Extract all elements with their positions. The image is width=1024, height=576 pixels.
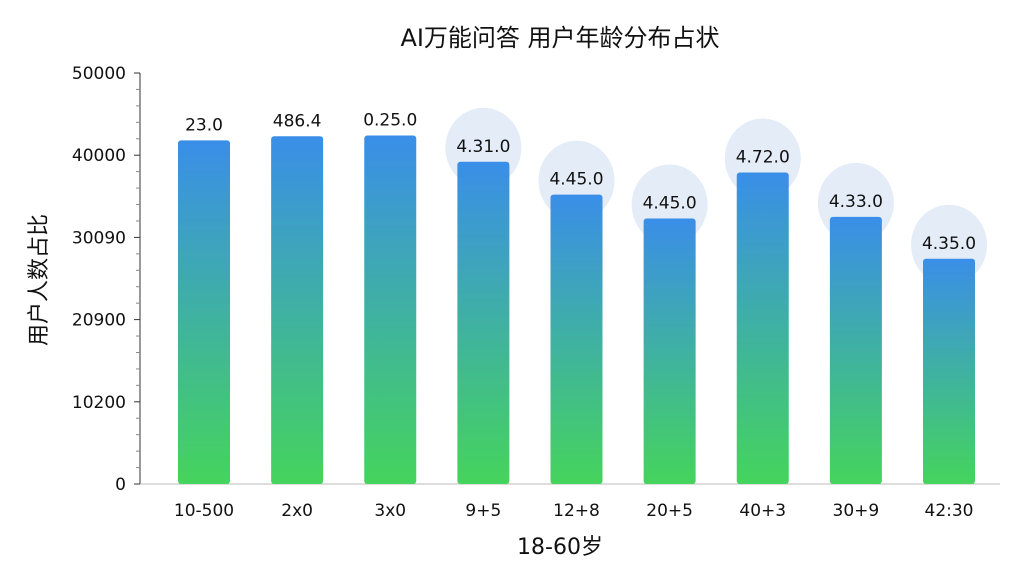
data-label: 23.0 <box>185 115 223 135</box>
bar <box>923 258 975 484</box>
x-tick-label-group: 10-500 2x0 3x0 9+5 12+8 20+5 40+3 30+9 42:30 <box>174 501 974 521</box>
y-tick-label: 50000 <box>72 64 126 84</box>
x-tick-label: 20+5 <box>646 501 693 521</box>
data-label: 4.35.0 <box>922 234 976 254</box>
x-tick-label: 30+9 <box>833 501 880 521</box>
x-tick-label: 40+3 <box>739 501 786 521</box>
y-axis-label: 用户人数占比 <box>27 214 52 346</box>
x-axis-label: 18-60岁 <box>517 535 603 560</box>
bar <box>178 140 230 485</box>
bar <box>271 136 324 484</box>
x-tick-label: 3x0 <box>374 501 406 521</box>
data-label: 4.45.0 <box>643 193 697 213</box>
data-label: 4.72.0 <box>736 147 790 167</box>
y-tick-label: 0 <box>115 475 126 495</box>
x-tick-label: 12+8 <box>553 501 600 521</box>
bar <box>550 194 603 484</box>
y-tick-label: 20900 <box>72 311 126 331</box>
x-tick-label: 42:30 <box>925 501 974 521</box>
x-tick-label: 2x0 <box>281 501 313 521</box>
data-label: 486.4 <box>273 111 322 131</box>
bar <box>364 135 417 485</box>
y-axis: 0 10200 20900 30090 40000 50000 <box>72 64 141 495</box>
data-label: 0.25.0 <box>363 110 417 130</box>
bar-group <box>178 135 975 485</box>
bar <box>829 216 882 484</box>
chart-title: AI万能问答 用户年龄分布占状 <box>400 24 719 52</box>
y-tick-label: 30090 <box>72 228 126 248</box>
x-tick-label: 9+5 <box>465 501 501 521</box>
data-label: 4.45.0 <box>549 170 603 190</box>
bar <box>457 161 510 484</box>
y-tick-label: 40000 <box>72 146 126 166</box>
data-label-group: 23.0 486.4 0.25.0 4.31.0 4.45.0 4.45.0 4.72.0 4… <box>185 110 976 253</box>
data-label: 4.31.0 <box>456 137 510 157</box>
data-label: 4.33.0 <box>829 192 883 212</box>
bar <box>736 172 789 484</box>
y-tick-label: 10200 <box>72 393 126 413</box>
bar <box>643 218 696 484</box>
x-tick-label: 10-500 <box>174 501 234 521</box>
highlight-group <box>445 107 987 285</box>
